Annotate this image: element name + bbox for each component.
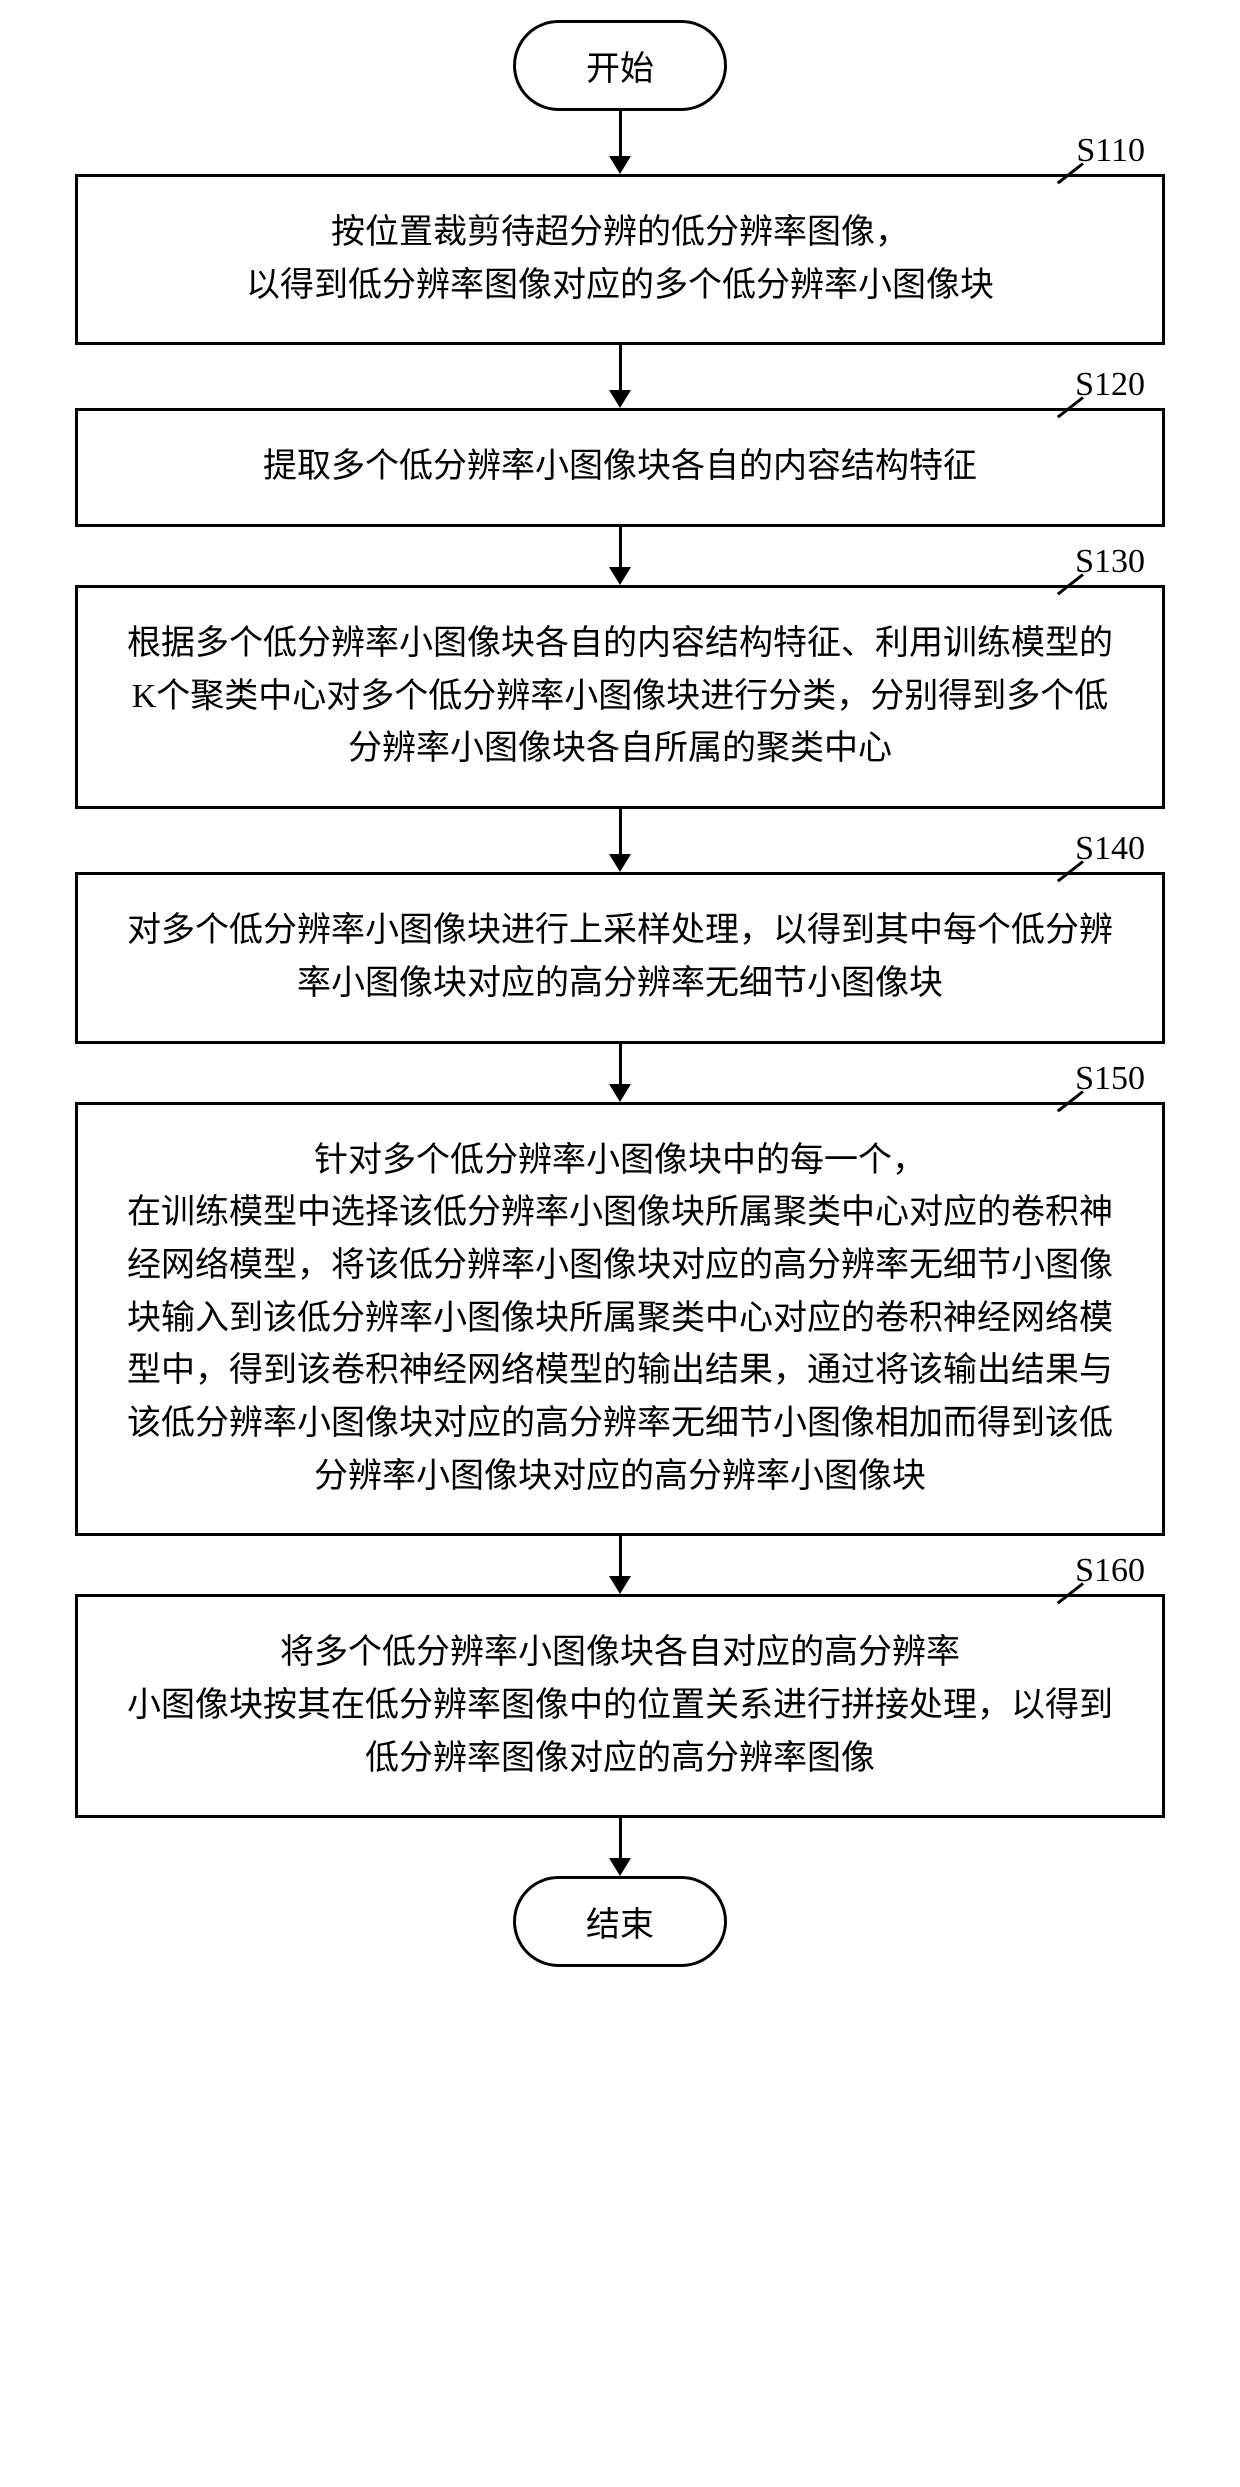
process-s110: 按位置裁剪待超分辨的低分辨率图像，以得到低分辨率图像对应的多个低分辨率小图像块 (75, 174, 1165, 345)
arrow-head-icon (609, 390, 631, 408)
arrow (609, 111, 631, 174)
process-wrap-s150: S150 针对多个低分辨率小图像块中的每一个，在训练模型中选择该低分辨率小图像块… (75, 1102, 1165, 1537)
process-s120: 提取多个低分辨率小图像块各自的内容结构特征 (75, 408, 1165, 527)
process-wrap-s120: S120 提取多个低分辨率小图像块各自的内容结构特征 (75, 408, 1165, 527)
arrow-head-icon (609, 1084, 631, 1102)
step-label: S150 (1075, 1060, 1145, 1098)
arrow-line (619, 111, 622, 156)
arrow-line (619, 345, 622, 390)
step-label: S130 (1075, 543, 1145, 581)
end-terminator: 结束 (513, 1876, 727, 1967)
arrow-head-icon (609, 1576, 631, 1594)
arrow (609, 345, 631, 408)
step-label: S160 (1075, 1552, 1145, 1590)
arrow-line (619, 1536, 622, 1576)
step-label: S120 (1075, 366, 1145, 404)
process-wrap-s130: S130 根据多个低分辨率小图像块各自的内容结构特征、利用训练模型的K个聚类中心… (75, 585, 1165, 809)
arrow-head-icon (609, 854, 631, 872)
arrow-head-icon (609, 156, 631, 174)
step-label: S110 (1076, 132, 1145, 170)
arrow-line (619, 1044, 622, 1084)
start-terminator: 开始 (513, 20, 727, 111)
process-s160: 将多个低分辨率小图像块各自对应的高分辨率小图像块按其在低分辨率图像中的位置关系进… (75, 1594, 1165, 1818)
arrow (609, 1818, 631, 1876)
arrow-line (619, 1818, 622, 1858)
arrow-head-icon (609, 567, 631, 585)
arrow (609, 1536, 631, 1594)
process-wrap-s160: S160 将多个低分辨率小图像块各自对应的高分辨率小图像块按其在低分辨率图像中的… (75, 1594, 1165, 1818)
arrow-line (619, 809, 622, 854)
arrow (609, 809, 631, 872)
flowchart-container: 开始 S110 按位置裁剪待超分辨的低分辨率图像，以得到低分辨率图像对应的多个低… (20, 20, 1220, 1967)
arrow (609, 527, 631, 585)
step-label: S140 (1075, 830, 1145, 868)
process-s150: 针对多个低分辨率小图像块中的每一个，在训练模型中选择该低分辨率小图像块所属聚类中… (75, 1102, 1165, 1537)
process-wrap-s140: S140 对多个低分辨率小图像块进行上采样处理，以得到其中每个低分辨率小图像块对… (75, 872, 1165, 1043)
process-wrap-s110: S110 按位置裁剪待超分辨的低分辨率图像，以得到低分辨率图像对应的多个低分辨率… (75, 174, 1165, 345)
arrow-head-icon (609, 1858, 631, 1876)
process-s140: 对多个低分辨率小图像块进行上采样处理，以得到其中每个低分辨率小图像块对应的高分辨… (75, 872, 1165, 1043)
arrow (609, 1044, 631, 1102)
arrow-line (619, 527, 622, 567)
process-s130: 根据多个低分辨率小图像块各自的内容结构特征、利用训练模型的K个聚类中心对多个低分… (75, 585, 1165, 809)
